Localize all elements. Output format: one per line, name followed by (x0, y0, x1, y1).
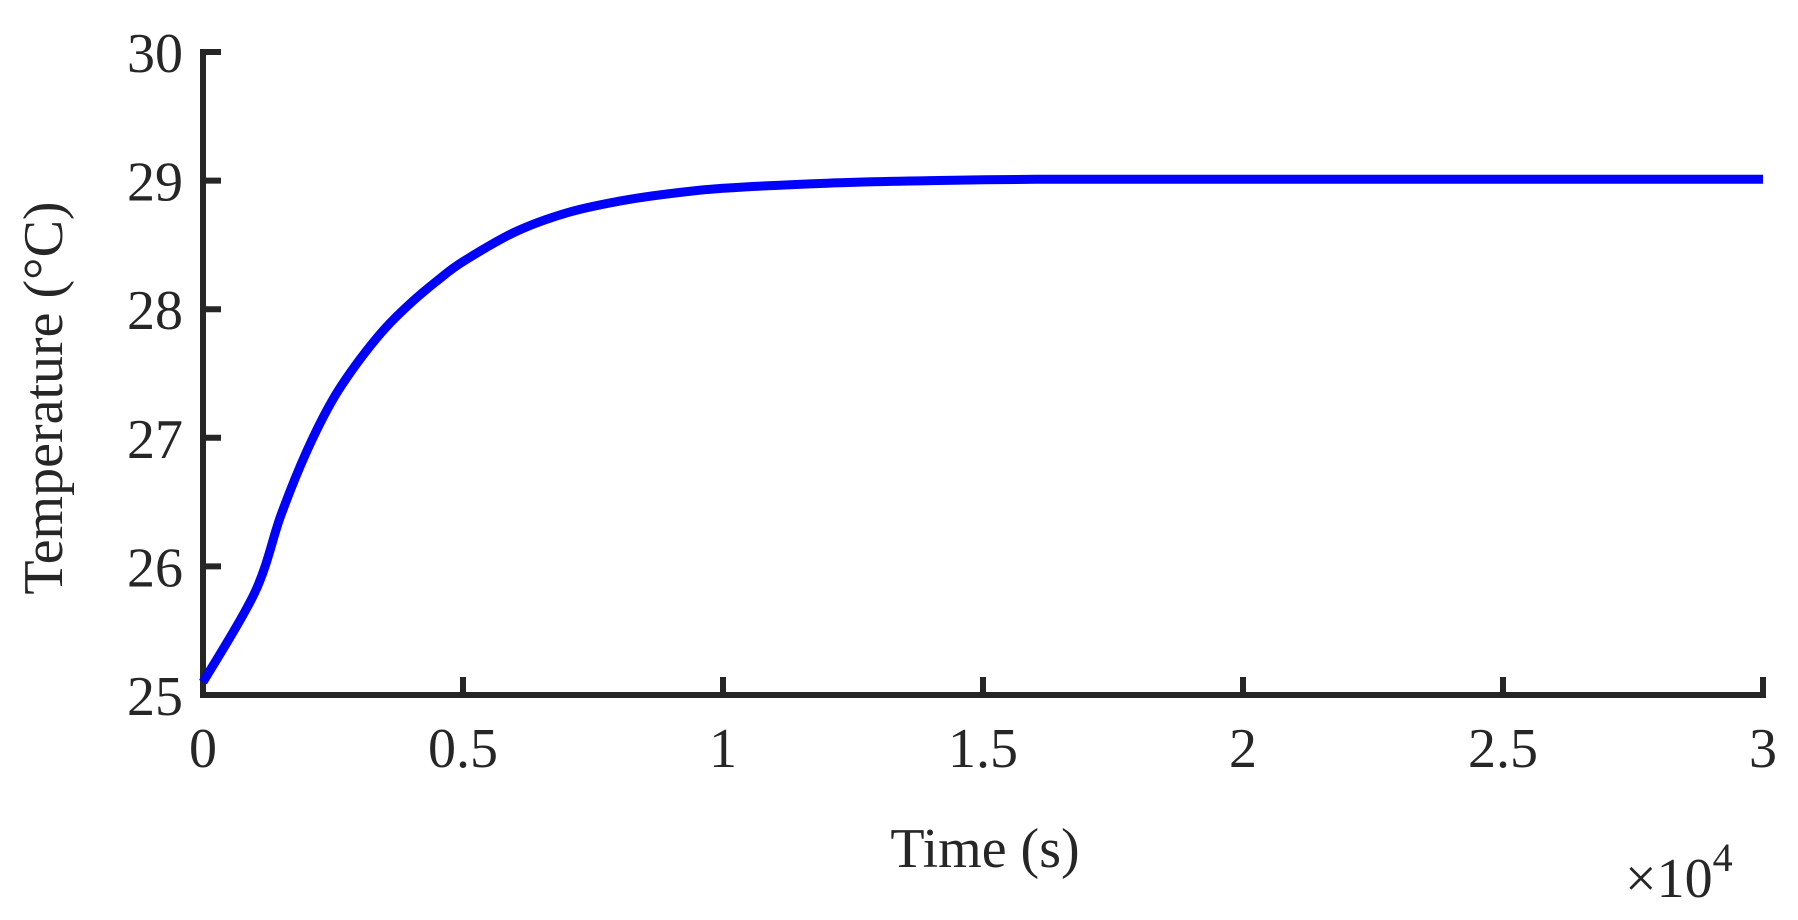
x-tick-label: 1.5 (948, 718, 1018, 780)
x-axis-exponent: ×104 (1625, 835, 1733, 910)
x-tick-label: 3 (1749, 718, 1777, 780)
series-layer (199, 174, 1763, 685)
y-tick-label: 27 (127, 409, 183, 471)
x-axis-title: Time (s) (890, 818, 1079, 880)
x-tick-label: 0.5 (428, 718, 498, 780)
x-axis-exponent-base: ×10 (1625, 848, 1713, 910)
x-tick-label: 2.5 (1468, 718, 1538, 780)
labels: Time (s) Temperature (°C) ×104 0 0.5 1 1.5 2… (13, 23, 1777, 910)
x-tick-label: 1 (709, 718, 737, 780)
y-tick-label: 25 (127, 666, 183, 728)
axes (200, 49, 1766, 698)
y-tick-label: 26 (127, 537, 183, 599)
y-tick-label: 28 (127, 280, 183, 342)
y-tick-label: 30 (127, 23, 183, 85)
x-tick-label: 0 (189, 718, 217, 780)
x-tick-label: 2 (1229, 718, 1257, 780)
y-tick-label: 29 (127, 152, 183, 214)
series-line (199, 174, 1763, 685)
y-axis-title: Temperature (°C) (13, 201, 75, 594)
x-axis-exponent-power: 4 (1713, 835, 1733, 880)
